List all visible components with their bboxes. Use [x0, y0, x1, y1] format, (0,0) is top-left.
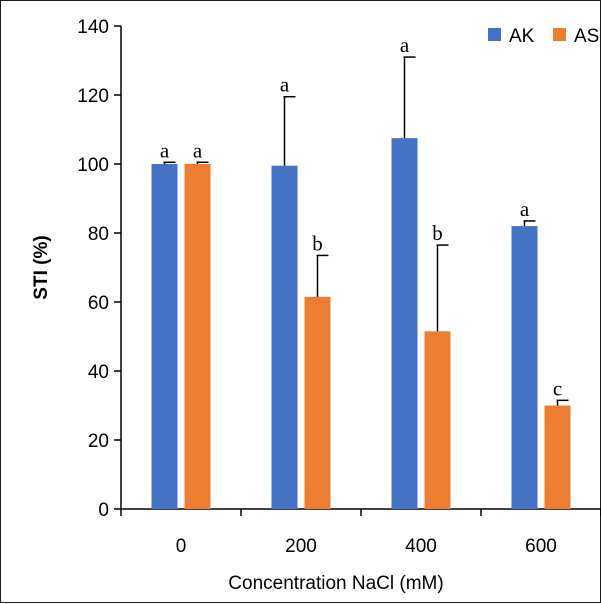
y-tick-label: 0 [98, 500, 109, 521]
y-tick-label: 40 [88, 362, 109, 383]
significance-label-as-600: c [553, 376, 562, 400]
significance-label-ak-0: a [160, 138, 170, 162]
x-axis-title: Concentration NaCl (mM) [228, 573, 443, 594]
y-axis-title: STI (%) [31, 235, 52, 299]
x-tick-label: 600 [525, 536, 557, 557]
bar-ak-600 [511, 226, 538, 509]
significance-label-ak-400: a [400, 33, 410, 57]
significance-label-ak-200: a [280, 73, 290, 97]
significance-label-as-400: b [432, 221, 443, 245]
x-tick-label: 0 [176, 536, 187, 557]
bar-as-400 [424, 331, 451, 509]
x-tick-label: 200 [285, 536, 317, 557]
x-tick-label: 400 [405, 536, 437, 557]
legend-swatch-ak [488, 28, 501, 41]
significance-label-as-200: b [312, 231, 323, 255]
y-tick-label: 120 [77, 86, 109, 107]
y-tick-label: 20 [88, 431, 109, 452]
bar-as-600 [544, 405, 571, 509]
bar-ak-200 [271, 165, 298, 509]
y-tick-label: 100 [77, 155, 109, 176]
significance-label-as-0: a [193, 138, 203, 162]
y-tick-label: 60 [88, 293, 109, 314]
bar-ak-400 [391, 138, 418, 509]
legend-label-as: AS [574, 26, 599, 47]
y-tick-label: 80 [88, 224, 109, 245]
bar-as-200 [304, 296, 331, 509]
bar-as-0 [184, 164, 211, 509]
legend-swatch-as [553, 28, 566, 41]
significance-label-ak-600: a [520, 197, 530, 221]
legend-label-ak: AK [509, 26, 535, 47]
bar-ak-0 [151, 164, 178, 509]
y-tick-label: 140 [77, 17, 109, 38]
